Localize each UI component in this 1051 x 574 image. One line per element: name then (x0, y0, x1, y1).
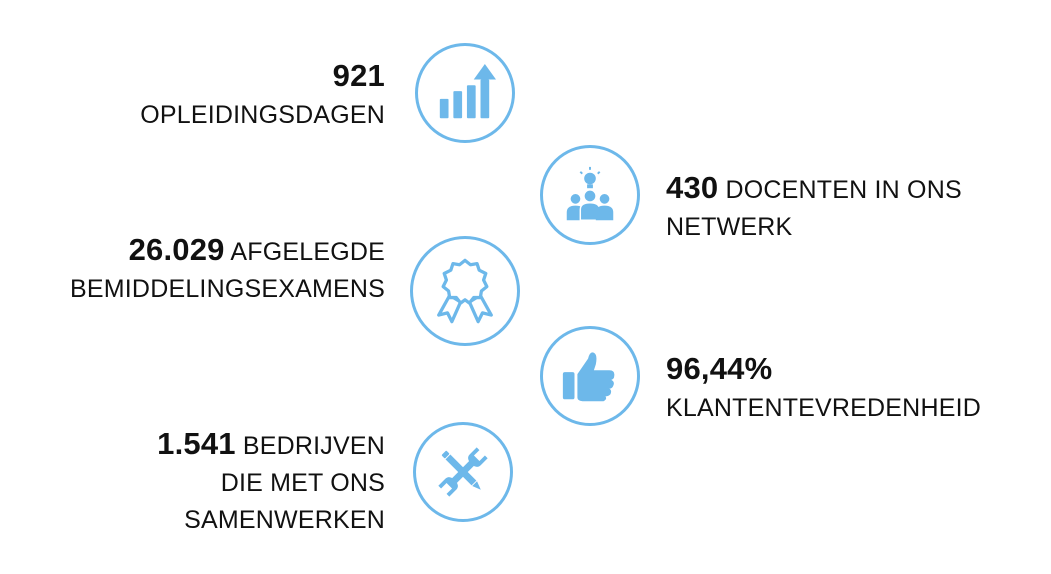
stat-exams: 26.029 AFGELEGDE BEMIDDELINGSEXAMENS (70, 231, 385, 308)
stat-label-2: NETWERK (666, 213, 793, 241)
stat-icon-circle (410, 236, 520, 346)
stat-training-days: 921 OPLEIDINGSDAGEN (140, 57, 385, 134)
stat-label-2: DIE MET ONS (220, 469, 385, 497)
stat-label-3: SAMENWERKEN (184, 506, 385, 534)
stat-icon-circle (413, 422, 513, 522)
award-badge-icon (437, 258, 493, 324)
bar-chart-growth-icon (439, 63, 496, 119)
stat-number: 430 (666, 170, 719, 205)
stat-number: 96,44% (666, 351, 773, 386)
stat-icon-circle (540, 326, 640, 426)
stat-label-2: BEMIDDELINGSEXAMENS (70, 275, 385, 303)
stat-teachers: 430 DOCENTEN IN ONS NETWERK (666, 169, 962, 246)
stat-label: OPLEIDINGSDAGEN (140, 101, 385, 129)
stat-label-1: DOCENTEN IN ONS (725, 176, 962, 204)
team-idea-icon (566, 166, 614, 221)
tools-icon (438, 447, 488, 497)
stat-icon-circle (415, 43, 515, 143)
stat-label-1: BEDRIJVEN (242, 432, 385, 460)
stat-icon-circle (540, 145, 640, 245)
stat-number: 26.029 (128, 232, 225, 267)
stat-label-1: AFGELEGDE (230, 238, 385, 266)
stat-satisfaction: 96,44% KLANTENTEVREDENHEID (666, 350, 981, 427)
stat-companies: 1.541 BEDRIJVEN DIE MET ONS SAMENWERKEN (157, 425, 385, 539)
stat-label: KLANTENTEVREDENHEID (666, 394, 981, 422)
thumbs-up-icon (562, 352, 615, 402)
stat-number: 921 (332, 58, 385, 93)
stat-number: 1.541 (157, 426, 236, 461)
